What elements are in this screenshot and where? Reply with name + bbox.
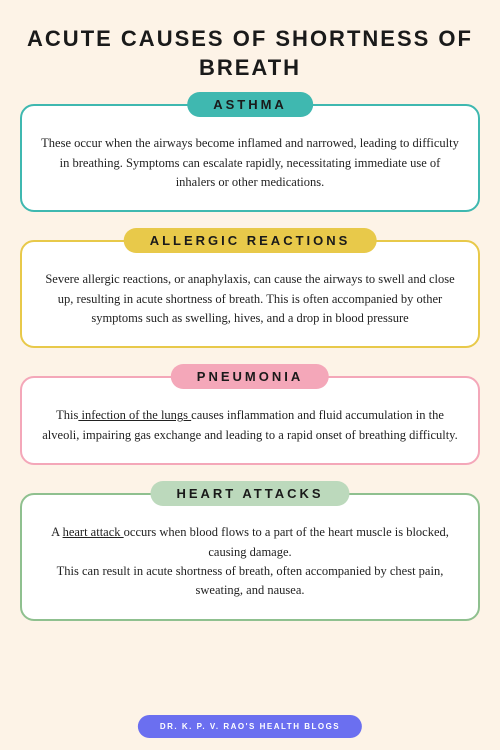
card-label-pill: HEART ATTACKS [150, 481, 349, 506]
info-card: ALLERGIC REACTIONSSevere allergic reacti… [20, 240, 480, 348]
info-card: ASTHMAThese occur when the airways becom… [20, 104, 480, 212]
card-label-pill: PNEUMONIA [171, 364, 329, 389]
card-body-text: A heart attack occurs when blood flows t… [40, 523, 460, 601]
card-body-text: This infection of the lungs causes infla… [40, 406, 460, 445]
info-card: PNEUMONIAThis infection of the lungs cau… [20, 376, 480, 465]
page-title: ACUTE CAUSES OF SHORTNESS OF BREATH [20, 25, 480, 82]
card-label-pill: ASTHMA [187, 92, 313, 117]
card-label-pill: ALLERGIC REACTIONS [124, 228, 377, 253]
card-body-text: These occur when the airways become infl… [40, 134, 460, 192]
footer-badge: DR. K. P. V. RAO'S HEALTH BLOGS [138, 715, 362, 738]
card-body-text: Severe allergic reactions, or anaphylaxi… [40, 270, 460, 328]
cards-container: ASTHMAThese occur when the airways becom… [20, 104, 480, 621]
info-card: HEART ATTACKSA heart attack occurs when … [20, 493, 480, 621]
